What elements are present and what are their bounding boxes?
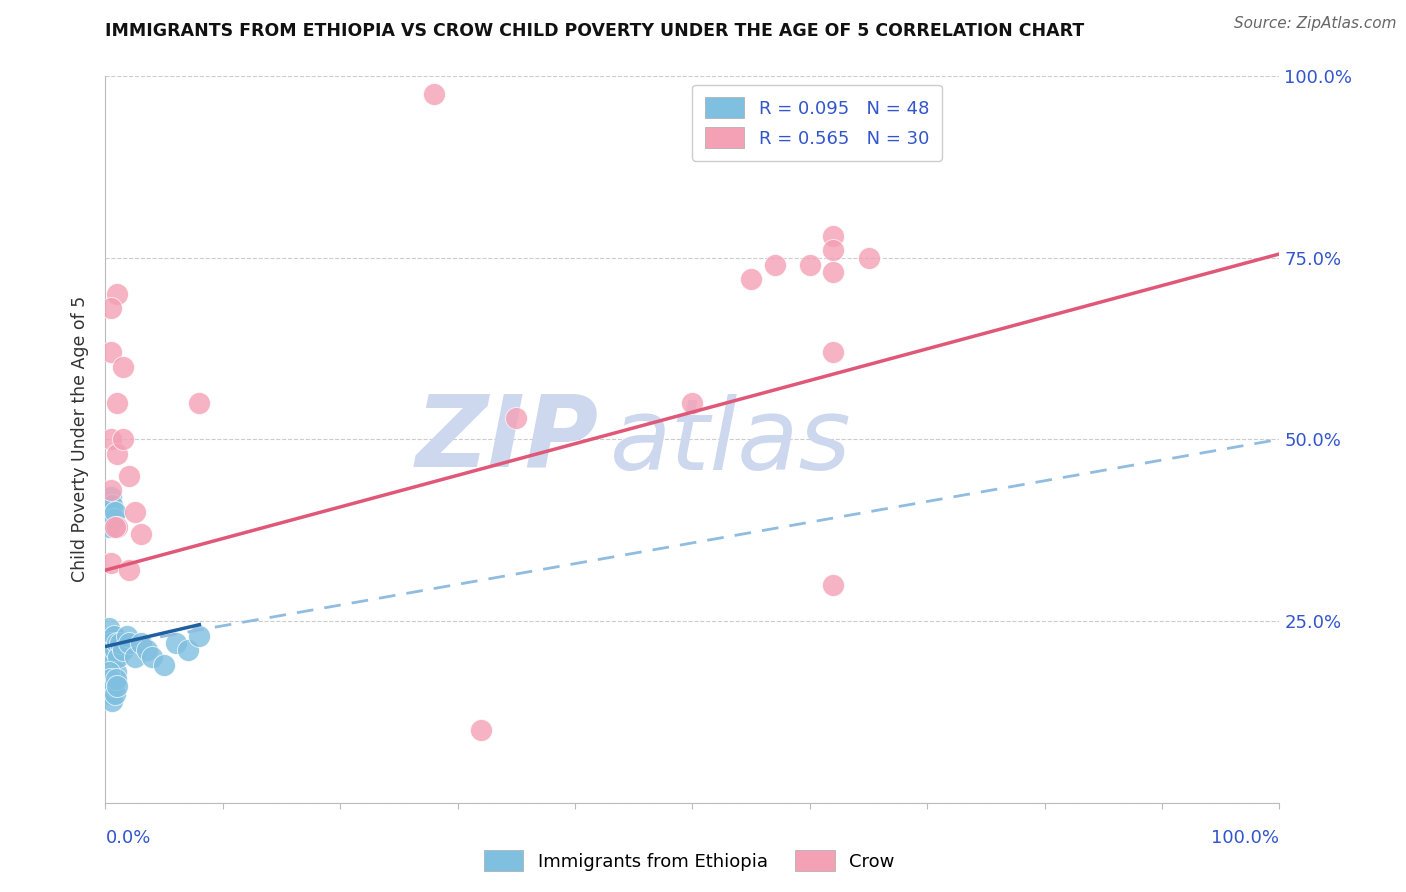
Legend: R = 0.095   N = 48, R = 0.565   N = 30: R = 0.095 N = 48, R = 0.565 N = 30 [692,85,942,161]
Point [100,433,122,447]
Point [135,643,157,657]
Point [112,359,135,374]
Text: atlas: atlas [610,394,852,491]
Point [101,498,124,512]
Point [97,636,120,650]
Text: IMMIGRANTS FROM ETHIOPIA VS CROW CHILD POVERTY UNDER THE AGE OF 5 CORRELATION CH: IMMIGRANTS FROM ETHIOPIA VS CROW CHILD P… [105,22,1084,40]
Y-axis label: Child Poverty Under the Age of 5: Child Poverty Under the Age of 5 [72,296,90,582]
Point [103,680,125,694]
Point [823,244,845,258]
Point [101,694,124,708]
Point [98,665,121,679]
Point [100,636,122,650]
Point [98,657,121,672]
Point [100,345,122,359]
Point [98,665,121,679]
Point [763,258,786,272]
Point [505,410,527,425]
Point [98,621,121,635]
Point [98,505,121,519]
Point [105,672,128,686]
Point [105,447,128,461]
Point [97,680,120,694]
Point [118,563,141,577]
Point [100,491,122,505]
Point [823,265,845,279]
Point [176,643,198,657]
Point [112,433,135,447]
Point [124,650,146,665]
Point [103,629,125,643]
Point [104,687,127,701]
Point [98,519,121,533]
Point [101,657,124,672]
Point [105,636,128,650]
Point [188,629,211,643]
Point [681,396,703,410]
Text: Source: ZipAtlas.com: Source: ZipAtlas.com [1233,16,1396,31]
Point [129,636,152,650]
Point [118,468,141,483]
Point [129,526,152,541]
Point [105,680,128,694]
Point [141,650,163,665]
Point [100,556,122,570]
Point [799,258,821,272]
Point [115,629,138,643]
Point [104,643,127,657]
Point [98,650,121,665]
Point [105,396,128,410]
Text: 0.0%: 0.0% [105,829,150,847]
Point [100,483,122,498]
Point [112,643,135,657]
Point [103,629,125,643]
Point [100,643,122,657]
Point [165,636,187,650]
Point [124,505,146,519]
Point [96,687,118,701]
Point [104,519,127,533]
Text: ZIP: ZIP [416,391,599,488]
Legend: Immigrants from Ethiopia, Crow: Immigrants from Ethiopia, Crow [477,843,901,879]
Point [470,723,492,737]
Point [105,643,128,657]
Point [105,665,128,679]
Text: 100.0%: 100.0% [1212,829,1279,847]
Point [97,672,120,686]
Point [823,345,845,359]
Point [105,287,128,301]
Point [108,636,131,650]
Point [101,650,124,665]
Point [118,636,141,650]
Point [740,272,762,286]
Point [105,519,128,533]
Point [858,251,880,265]
Point [104,505,127,519]
Point [823,228,845,243]
Point [98,672,121,686]
Point [100,301,122,316]
Point [423,87,446,101]
Point [104,636,127,650]
Point [100,687,122,701]
Point [153,657,176,672]
Point [107,650,129,665]
Point [103,512,125,526]
Point [96,650,118,665]
Point [188,396,211,410]
Point [823,578,845,592]
Point [105,650,128,665]
